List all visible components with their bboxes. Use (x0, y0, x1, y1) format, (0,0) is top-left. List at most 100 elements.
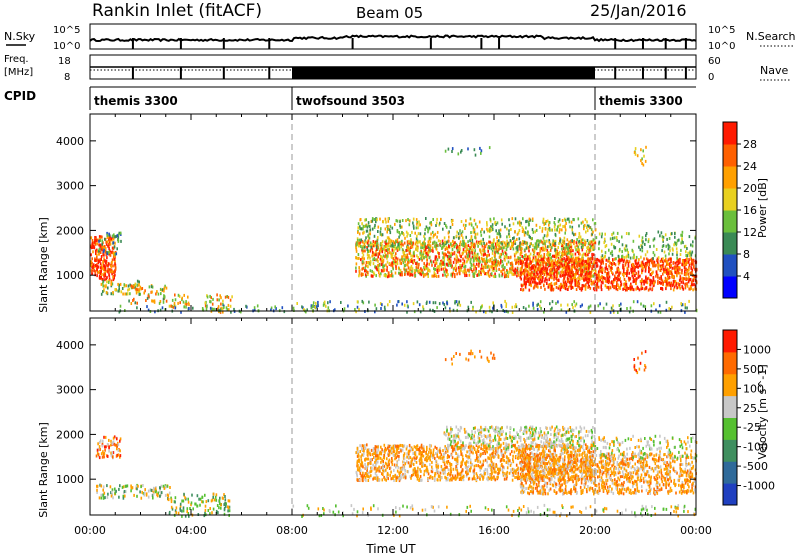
scatter-cell (462, 262, 464, 266)
scatter-cell (600, 255, 603, 259)
scatter-cell (395, 219, 398, 223)
scatter-cell (514, 254, 516, 258)
scatter-cell (476, 254, 479, 258)
scatter-cell (690, 257, 692, 261)
scatter-cell (380, 242, 382, 245)
scatter-cell (464, 264, 467, 268)
scatter-cell (430, 221, 432, 224)
scatter-cell (443, 255, 446, 259)
scatter-cell (218, 506, 220, 510)
scatter-cell (195, 502, 197, 506)
scatter-cell (212, 492, 215, 496)
scatter-cell (414, 242, 417, 246)
scatter-cell (596, 285, 598, 289)
scatter-cell (189, 507, 191, 510)
scatter-cell (588, 226, 591, 230)
scatter-cell (128, 299, 130, 303)
scatter-cell (656, 259, 658, 263)
scatter-cell (484, 458, 487, 462)
scatter-cell (610, 242, 613, 246)
scatter-cell (400, 245, 402, 249)
scatter-cell (608, 248, 610, 252)
scatter-cell (380, 307, 382, 310)
scatter-cell (356, 237, 359, 241)
scatter-cell (612, 258, 614, 262)
scatter-cell (394, 222, 396, 226)
scatter-cell (476, 258, 478, 262)
scatter-cell (96, 270, 99, 274)
scatter-cell (548, 241, 551, 244)
scatter-cell (215, 509, 218, 513)
scatter-cell (639, 264, 642, 268)
scatter-cell (120, 290, 123, 294)
scatter-cell (632, 272, 635, 276)
scatter-cell (451, 248, 454, 251)
scatter-cell (436, 306, 438, 310)
scatter-cell (484, 252, 486, 256)
scatter-cell (474, 249, 476, 253)
scatter-cell (413, 269, 416, 273)
scatter-cell (633, 279, 635, 283)
scatter-cell (459, 240, 462, 244)
scatter-cell (398, 271, 400, 275)
scatter-cell (551, 268, 553, 272)
scatter-cell (476, 232, 479, 236)
scatter-cell (137, 484, 139, 488)
scatter-cell (415, 240, 418, 244)
scatter-cell (486, 272, 488, 276)
scatter-cell (604, 284, 607, 288)
scatter-cell (455, 300, 458, 304)
scatter-cell (553, 267, 556, 271)
scatter-cell (113, 257, 116, 261)
scatter-cell (682, 281, 684, 285)
scatter-cell (543, 284, 545, 288)
scatter-cell (187, 295, 189, 299)
scatter-cell (565, 254, 568, 258)
scatter-cell (576, 250, 579, 254)
scatter-cell (214, 495, 217, 499)
scatter-cell (550, 281, 553, 285)
scatter-cell (590, 260, 593, 264)
scatter-cell (436, 217, 438, 221)
scatter-cell (198, 497, 200, 501)
scatter-cell (662, 238, 664, 242)
scatter-cell (580, 238, 583, 242)
scatter-cell (152, 299, 154, 303)
scatter-cell (369, 224, 371, 228)
scatter-cell (517, 273, 520, 277)
scatter-cell (679, 271, 681, 275)
scatter-cell (668, 268, 670, 272)
scatter-cell (204, 504, 207, 508)
scatter-cell (658, 304, 661, 308)
scatter-cell (551, 276, 553, 280)
scatter-cell (487, 273, 490, 277)
scatter-cell (431, 246, 434, 250)
scatter-cell (397, 247, 400, 251)
scatter-cell (530, 265, 533, 269)
scatter-cell (616, 238, 618, 242)
scatter-cell (131, 486, 134, 490)
scatter-cell (375, 274, 377, 278)
scatter-cell (540, 247, 543, 251)
scatter-cell (677, 269, 679, 273)
scatter-cell (582, 243, 584, 247)
scatter-cell (546, 249, 549, 253)
scatter-cell (678, 238, 680, 242)
scatter-cell (132, 299, 134, 302)
scatter-cell (536, 445, 539, 449)
scatter-cell (404, 268, 407, 272)
scatter-cell (403, 474, 406, 478)
scatter-cell (358, 232, 361, 236)
scatter-cell (505, 302, 508, 306)
scatter-cell (558, 271, 560, 275)
scatter-cell (666, 260, 668, 264)
scatter-cell (411, 269, 413, 273)
scatter-cell (585, 230, 587, 234)
scatter-cell (358, 238, 361, 242)
scatter-cell (373, 272, 376, 276)
scatter-cell (94, 270, 96, 274)
scatter-cell (187, 500, 190, 504)
scatter-cell (215, 498, 218, 502)
scatter-cell (563, 257, 565, 261)
scatter-cell (356, 300, 359, 304)
